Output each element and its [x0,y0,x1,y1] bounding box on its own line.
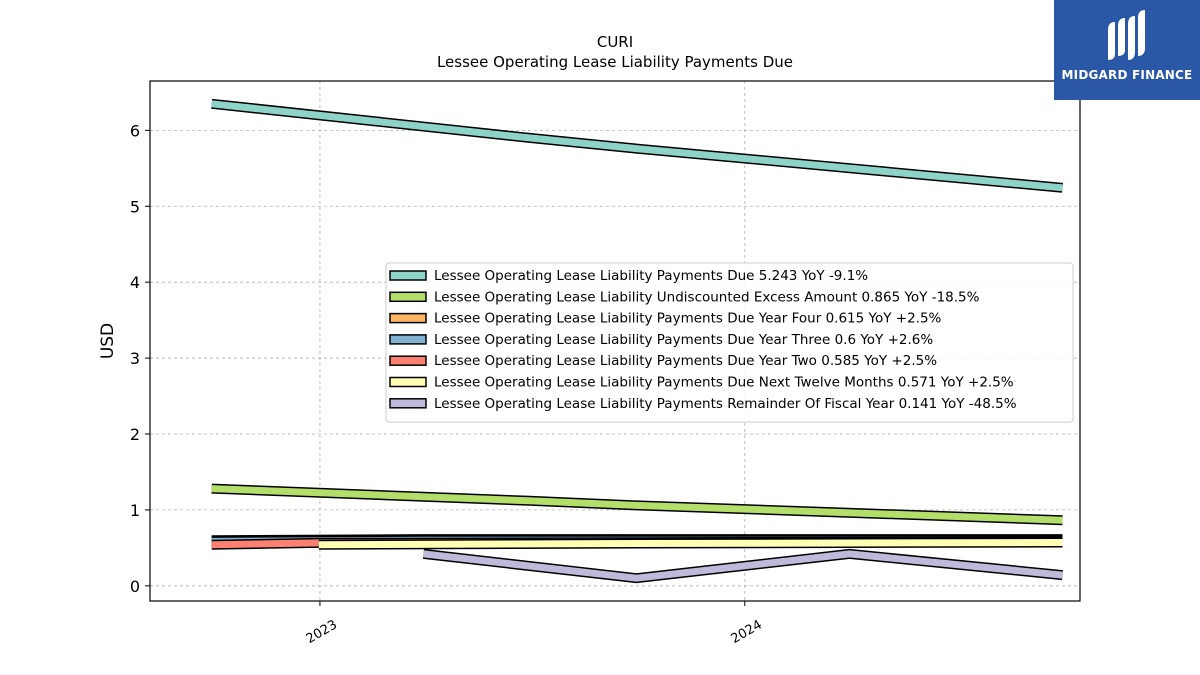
chart-title: CURI [597,33,633,51]
legend: Lessee Operating Lease Liability Payment… [385,262,1074,423]
series-line [318,539,1063,549]
legend-swatch [389,334,427,345]
legend-entry: Lessee Operating Lease Liability Payment… [434,375,1014,391]
y-tick-label: 0 [130,577,140,596]
brand-logo: MIDGARD FINANCE [1054,0,1200,100]
y-tick-label: 5 [130,197,140,216]
chart-subtitle: Lessee Operating Lease Liability Payment… [437,53,793,71]
legend-swatch [389,291,427,303]
legend-swatch [389,355,427,366]
y-tick-label: 1 [130,501,140,520]
legend-swatch [389,376,427,388]
y-tick-label: 3 [130,349,140,368]
legend-swatch [389,270,427,281]
legend-entry: Lessee Operating Lease Liability Payment… [434,311,942,327]
x-tick-label: 2023 [304,617,340,647]
legend-entry: Lessee Operating Lease Liability Payment… [434,268,868,284]
x-tick-label: 2024 [729,617,765,647]
legend-box [385,262,1074,423]
axes-frame [149,80,1081,602]
y-tick-label: 4 [130,273,140,292]
y-tick-label: 6 [130,121,140,140]
legend-entry: Lessee Operating Lease Liability Undisco… [434,289,980,305]
y-axis-label: USD [98,323,118,359]
plot-area: 0 1 2 3 4 5 6 2023 2024 [130,80,1081,647]
legend-entry: Lessee Operating Lease Liability Payment… [434,332,933,348]
legend-entry: Lessee Operating Lease Liability Payment… [434,396,1017,412]
y-tick-label: 2 [130,425,140,444]
series-line [423,550,1063,582]
brand-name: MIDGARD FINANCE [1061,68,1193,82]
series-line [211,485,1063,524]
legend-swatch [389,312,427,324]
midgard-logo-icon [1108,10,1145,60]
legend-swatch [389,398,427,409]
legend-entry: Lessee Operating Lease Liability Payment… [434,353,937,369]
series-line [211,100,1063,192]
